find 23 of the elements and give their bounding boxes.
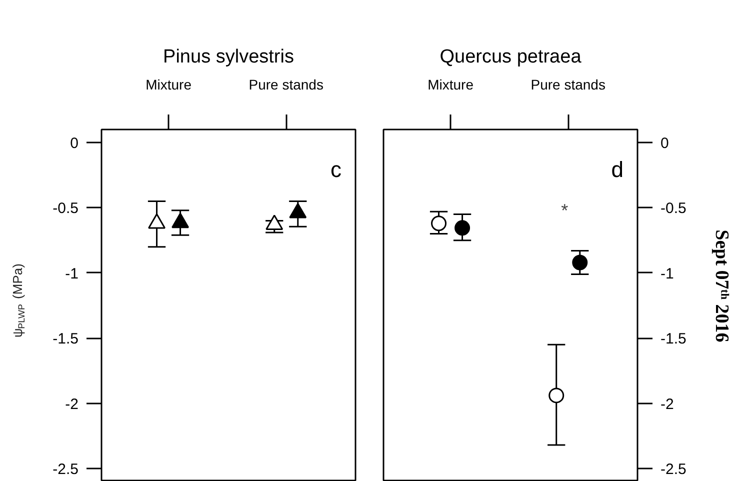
x-tick-label: Mixture — [146, 76, 192, 92]
annotation: c — [330, 157, 342, 182]
annotation: d — [611, 157, 624, 182]
y-tick-label: -2 — [65, 396, 79, 413]
y-tick-label: 0 — [660, 135, 669, 152]
y-tick-label: -1.5 — [660, 330, 686, 348]
y-tick-label: -2.5 — [660, 460, 686, 478]
y-tick-label: -0.5 — [660, 200, 686, 218]
chart-title: Pinus sylvestris — [163, 46, 294, 68]
x-tick-label: Mixture — [428, 76, 474, 92]
y-tick-label: -2 — [660, 396, 674, 413]
y-tick-label: -1 — [660, 265, 674, 282]
y-tick-label: 0 — [70, 135, 78, 152]
x-tick-label: Pure stands — [530, 76, 606, 92]
chart-title: Quercus petraea — [440, 46, 582, 68]
y-tick-label: -0.5 — [52, 200, 79, 218]
y-tick-label: -1 — [65, 265, 79, 282]
x-tick-label: Pure stands — [248, 76, 324, 92]
y-tick-label: -2.5 — [52, 460, 79, 478]
text: Sept 07ᵗʰ 2016 — [711, 230, 732, 342]
y-tick-label: -1.5 — [52, 330, 79, 348]
y-axis-title: ψPLWP (MPa) — [10, 264, 26, 338]
annotation: * — [561, 200, 568, 220]
